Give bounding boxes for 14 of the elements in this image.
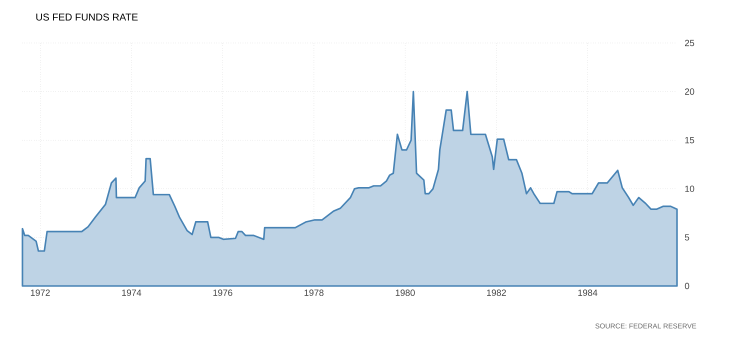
- y-tick-label: 5: [684, 234, 690, 241]
- y-tick-label: 10: [685, 186, 694, 192]
- y-tick-label: 25: [684, 40, 694, 46]
- x-tick-label: 1984: [578, 290, 598, 296]
- x-tick-label: 1980: [396, 290, 415, 296]
- x-tick-label: 1976: [213, 290, 232, 296]
- y-tick-label: 0: [684, 282, 690, 290]
- chart-title: US FED FUNDS RATE: [36, 14, 138, 21]
- y-tick-label: 20: [684, 88, 694, 95]
- x-tick-label: 1972: [30, 290, 50, 296]
- x-tick-label: 1978: [304, 290, 324, 296]
- x-tick-label: 1982: [487, 290, 506, 296]
- y-tick-label: 15: [685, 137, 694, 144]
- x-tick-label: 1974: [122, 290, 142, 296]
